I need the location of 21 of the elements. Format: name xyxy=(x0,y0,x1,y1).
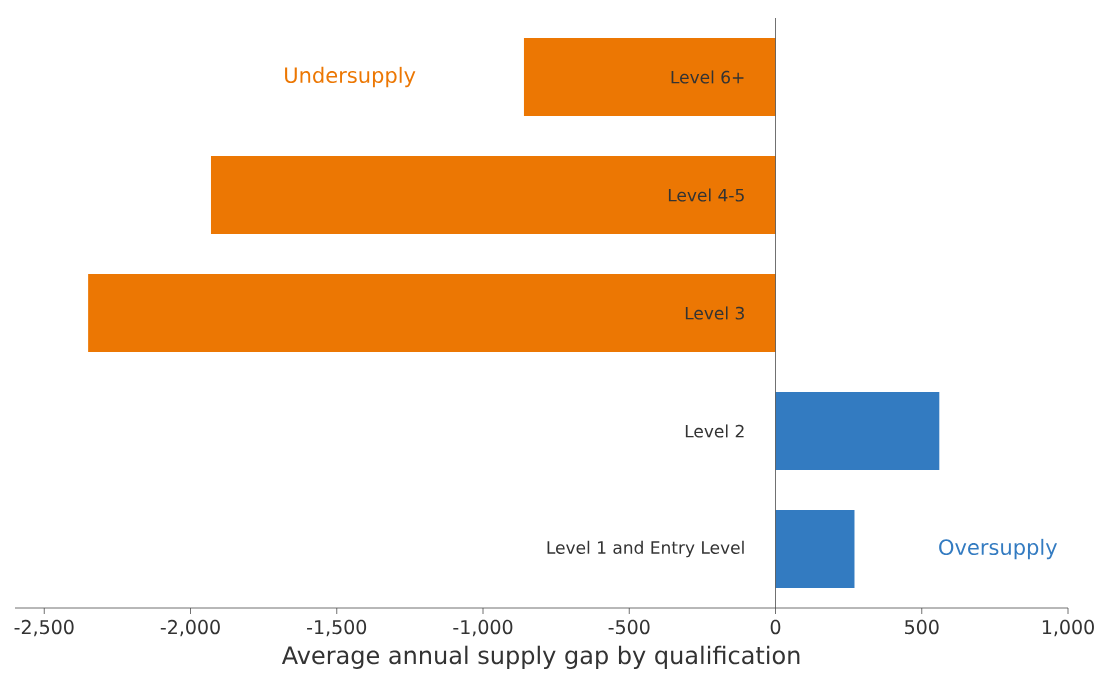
y-tick-label: Level 6+ xyxy=(671,70,744,84)
x-tick-label: 0 xyxy=(770,619,781,635)
x-tick-label: -2,000 xyxy=(160,619,220,637)
x-tick-label: -500 xyxy=(608,619,650,635)
bar xyxy=(775,510,855,588)
bar xyxy=(523,38,776,116)
x-tick-label: -2,500 xyxy=(14,619,74,637)
bar xyxy=(210,156,776,234)
y-tick-label: Level 3 xyxy=(685,306,744,320)
bar xyxy=(88,274,776,352)
bar xyxy=(775,392,940,470)
x-axis-title: Average annual supply gap by qualification xyxy=(281,645,800,669)
annotation: Oversupply xyxy=(939,538,1058,560)
y-tick-label: Level 2 xyxy=(685,424,744,438)
y-tick-label: Level 1 and Entry Level xyxy=(547,540,744,558)
x-tick-label: 1,000 xyxy=(1042,619,1094,637)
y-tick-label: Level 4-5 xyxy=(668,188,744,202)
x-tick-label: 500 xyxy=(905,619,939,635)
x-tick-label: -1,500 xyxy=(307,619,367,637)
annotation: Undersupply xyxy=(285,66,416,88)
x-tick-label: -1,000 xyxy=(453,619,513,637)
